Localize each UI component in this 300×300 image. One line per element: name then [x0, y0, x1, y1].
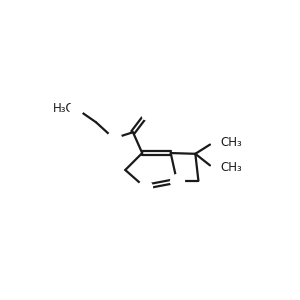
Text: O: O	[109, 132, 119, 145]
Text: N: N	[140, 180, 149, 194]
Text: CH₃: CH₃	[220, 161, 242, 174]
Text: O: O	[142, 106, 153, 119]
Text: N: N	[172, 174, 182, 187]
Text: CH₃: CH₃	[220, 136, 242, 149]
Text: H₃C: H₃C	[53, 102, 74, 115]
